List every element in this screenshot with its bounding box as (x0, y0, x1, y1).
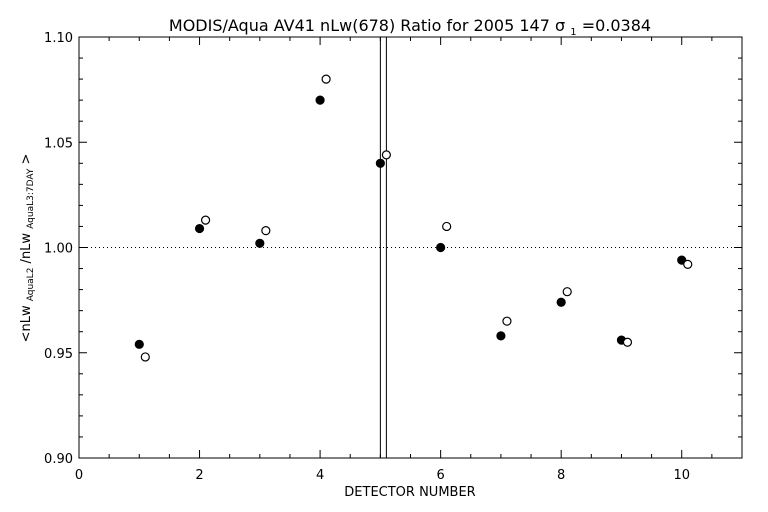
plot-layer: 0 2 4 6 8 10 0.90 0.95 1.00 1.05 1.10 (44, 31, 743, 483)
y-axis-label: <nLw AquaL2 /nLw AquaL3:7DAY > (19, 154, 37, 343)
data-point-series-1-3 (255, 238, 265, 248)
data-point-series-1-6 (436, 242, 446, 253)
x-tick-label-0: 0 (75, 468, 83, 483)
y-axis-label-subscript-1: AquaL2 (26, 268, 36, 302)
y-tick-label-0: 0.90 (44, 452, 73, 467)
y-tick-label-2: 1.00 (44, 242, 73, 257)
data-point-series-2-3 (261, 226, 271, 236)
chart-title-prefix: MODIS/Aqua AV41 nLw(678) Ratio for 2005 … (169, 16, 555, 35)
x-tick-label-4: 8 (557, 468, 565, 483)
chart-title-sigma-subscript: 1 (570, 27, 576, 38)
plot-frame (78, 36, 743, 459)
data-point-series-2-6 (442, 221, 452, 232)
y-tick-label-4: 1.10 (44, 31, 73, 46)
y-tick-label-1: 0.95 (44, 347, 73, 362)
x-tick-label-1: 2 (195, 468, 203, 483)
chart-title: MODIS/Aqua AV41 nLw(678) Ratio for 2005 … (169, 16, 651, 39)
data-point-series-1-7 (496, 331, 506, 341)
y-axis-label-subscript-2: AquaL3:7DAY (26, 168, 36, 229)
data-point-series-2-8 (562, 287, 572, 297)
x-tick-label-2: 4 (316, 468, 324, 483)
chart-title-sigma-symbol: σ (555, 16, 565, 35)
data-point-series-1-2 (194, 223, 205, 234)
data-point-series-2-2 (200, 215, 211, 225)
data-point-series-1-4 (315, 95, 325, 105)
x-tick-label-3: 6 (436, 468, 444, 483)
data-point-series-2-9 (622, 337, 633, 347)
y-axis-label-middle: /nLw (19, 233, 34, 264)
data-point-series-2-10 (683, 259, 693, 269)
data-point-series-1-5 (375, 158, 385, 168)
y-axis-label-left: <nLw (19, 305, 34, 342)
data-point-series-2-7 (502, 316, 512, 326)
data-point-series-2-1 (140, 352, 150, 362)
chart-title-sigma-value: =0.0384 (582, 16, 651, 35)
x-tick-label-5: 10 (673, 468, 690, 483)
data-point-series-1-8 (556, 297, 566, 307)
x-axis-label: DETECTOR NUMBER (344, 485, 475, 500)
data-point-series-1-1 (134, 339, 144, 349)
data-point-series-2-5 (381, 150, 391, 160)
data-point-series-2-4 (321, 74, 331, 84)
y-axis-label-right: > (19, 154, 34, 165)
y-tick-label-3: 1.05 (44, 136, 73, 151)
